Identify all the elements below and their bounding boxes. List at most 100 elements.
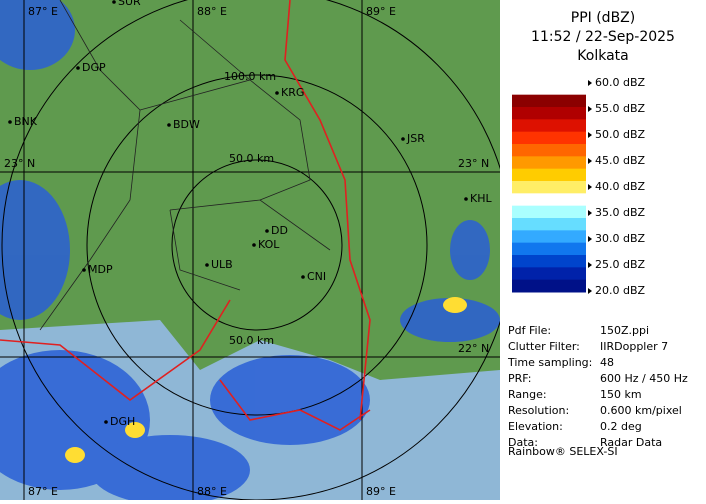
place-dot (76, 66, 80, 70)
legend-swatch (512, 193, 586, 207)
districts (39, 0, 331, 331)
info-key: Range: (508, 388, 547, 401)
place-dot (252, 243, 256, 247)
info-value: 0.2 deg (600, 420, 642, 433)
range-rings (0, 0, 500, 500)
grid-label: 88° E (197, 485, 227, 498)
grid-label: 23° N (4, 157, 35, 170)
place-dot (112, 0, 116, 4)
legend-label: 35.0 dBZ (595, 206, 646, 219)
place-label: KOL (258, 238, 280, 251)
place-label: BDW (173, 118, 200, 131)
info-value: IIRDoppler 7 (600, 340, 668, 353)
title: PPI (dBZ) (571, 10, 635, 26)
info-value: 48 (600, 356, 614, 369)
place-dot (104, 420, 108, 424)
legend-arrow (588, 184, 592, 190)
legend-label: 45.0 dBZ (595, 154, 646, 167)
map (0, 0, 500, 500)
info-value: 0.600 km/pixel (600, 404, 682, 417)
info-key: Time sampling: (507, 356, 592, 369)
info-key: PRF: (508, 372, 531, 385)
legend-label: 55.0 dBZ (595, 102, 646, 115)
grid-label: 87° E (28, 485, 58, 498)
legend-label: 20.0 dBZ (595, 284, 646, 297)
place-label: MDP (88, 263, 113, 276)
legend-swatch (512, 168, 586, 182)
range-label: 50.0 km (229, 334, 274, 347)
place-label: DGP (82, 61, 106, 74)
place-label: CNI (307, 270, 326, 283)
legend-arrow (588, 158, 592, 164)
heavy-rain (65, 297, 467, 463)
place-label: BNK (14, 115, 38, 128)
legend-label: 25.0 dBZ (595, 258, 646, 271)
grid-label: 23° N (458, 157, 489, 170)
place-dot (82, 268, 86, 272)
legend-arrow (588, 288, 592, 294)
place-dot (8, 120, 12, 124)
legend-arrow (588, 106, 592, 112)
legend-swatch (512, 82, 586, 96)
borders (0, 0, 371, 431)
info-value: 150Z.ppi (600, 324, 649, 337)
place-label: JSR (406, 132, 425, 145)
grid-label: 87° E (28, 5, 58, 18)
place-dot (401, 137, 405, 141)
location: Kolkata (577, 48, 628, 64)
legend-swatch (512, 144, 586, 157)
place-label: DD (271, 224, 288, 237)
legend-arrow (588, 80, 592, 86)
info-value: 600 Hz / 450 Hz (600, 372, 688, 385)
legend-swatch (512, 218, 586, 231)
legend-swatch (512, 205, 586, 219)
place-dot (301, 275, 305, 279)
info-value: Radar Data (600, 436, 662, 449)
legend-arrow (588, 210, 592, 216)
time: 11:52 / 22-Sep-2025 (531, 29, 675, 45)
place-dot (464, 197, 468, 201)
legend-swatch (512, 230, 586, 244)
grid-label: 89° E (366, 485, 396, 498)
place-dot (167, 123, 171, 127)
place-dot (265, 229, 269, 233)
place-label: KHL (470, 192, 492, 205)
legend-swatch (512, 255, 586, 268)
legend-swatch (512, 107, 586, 120)
legend-label: 40.0 dBZ (595, 180, 646, 193)
legend-swatch (512, 70, 586, 83)
info-key: Data: (508, 436, 538, 449)
legend-label: 50.0 dBZ (595, 128, 646, 141)
legend-swatch (512, 242, 586, 256)
legend-label: 30.0 dBZ (595, 232, 646, 245)
place-dot (205, 263, 209, 267)
place-label: DGH (110, 415, 135, 428)
place-label: SUR (118, 0, 141, 8)
legend-arrow (588, 236, 592, 242)
place-dot (275, 91, 279, 95)
range-label: 100.0 km (224, 70, 276, 83)
legend-swatch (512, 279, 586, 293)
legend-arrow (588, 132, 592, 138)
legend-swatch (512, 131, 586, 145)
footer: Rainbow® SELEX-SI (508, 445, 618, 458)
legend-swatch (512, 267, 586, 281)
grid-label: 22° N (458, 342, 489, 355)
info-key: Elevation: (508, 420, 563, 433)
grid-label: 88° E (197, 5, 227, 18)
info-value: 150 km (600, 388, 642, 401)
info-key: Pdf File: (508, 324, 551, 337)
info-key: Clutter Filter: (508, 340, 580, 353)
legend-swatch (512, 119, 586, 133)
place-label: ULB (211, 258, 233, 271)
legend-arrow (588, 262, 592, 268)
grid-label: 89° E (366, 5, 396, 18)
legend-swatch (512, 94, 586, 108)
info-key: Resolution: (508, 404, 569, 417)
legend-label: 60.0 dBZ (595, 76, 646, 89)
legend-swatch (512, 156, 586, 170)
rain (0, 0, 500, 500)
place-label: KRG (281, 86, 304, 99)
